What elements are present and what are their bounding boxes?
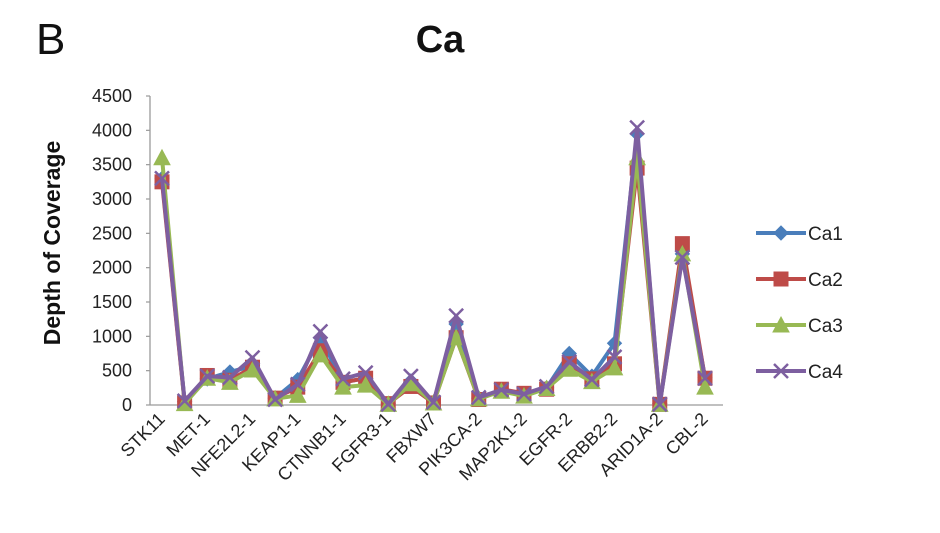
data-point [516, 386, 532, 402]
y-tick-label: 2000 [92, 258, 132, 278]
data-point [448, 307, 465, 324]
legend-item: Ca1 [756, 224, 843, 245]
data-point [561, 353, 578, 370]
data-point [773, 225, 789, 241]
data-point [335, 371, 351, 387]
data-point [357, 364, 374, 381]
data-point [772, 315, 790, 333]
data-point [311, 345, 330, 363]
panel-label: B [36, 15, 65, 64]
data-point [606, 349, 623, 365]
data-point [493, 382, 510, 398]
data-point [288, 386, 307, 403]
y-tick-label: 4000 [92, 120, 132, 140]
y-tick-label: 1500 [92, 292, 132, 312]
data-point [176, 392, 193, 409]
series-line [160, 125, 707, 407]
data-point [199, 368, 216, 385]
data-point [402, 368, 419, 385]
legend-label: Ca3 [808, 316, 843, 337]
data-point [243, 360, 262, 378]
data-point [267, 391, 284, 408]
data-point [583, 371, 600, 388]
data-point [221, 369, 238, 386]
y-tick-label: 0 [122, 395, 132, 415]
y-tick-labels: 0 500 1000 1500 2000 2500 3000 3500 4000 4500 [92, 86, 150, 415]
legend: Ca1 Ca2 Ca3 Ca4 [756, 224, 843, 383]
x-tick-labels: STK11MET-1NFE2L2-1KEAP1-1CTNNB1-1FGFR3-1… [117, 409, 712, 485]
data-point [629, 119, 646, 136]
data-point [605, 358, 624, 376]
data-point [312, 323, 329, 340]
legend-item: Ca2 [756, 270, 843, 291]
x-tick-label: CBL-2 [662, 409, 712, 459]
data-point [356, 376, 375, 393]
legend-item: Ca3 [756, 315, 843, 337]
legend-label: Ca2 [808, 270, 843, 291]
data-point [773, 363, 789, 379]
data-point [773, 271, 789, 287]
y-tick-label: 4500 [92, 86, 132, 106]
series-ca4 [154, 119, 713, 413]
y-tick-label: 3500 [92, 155, 132, 175]
data-point [674, 249, 691, 266]
y-tick-label: 500 [102, 361, 132, 381]
legend-label: Ca4 [808, 362, 843, 383]
y-tick-label: 3000 [92, 189, 132, 209]
chart-title: Ca [416, 19, 465, 61]
data-point [244, 349, 261, 366]
data-point [154, 170, 170, 187]
y-tick-label: 2500 [92, 223, 132, 243]
y-axis-title: Depth of Coverage [39, 141, 65, 345]
data-point [470, 389, 487, 406]
legend-item: Ca4 [756, 362, 843, 383]
data-point [651, 396, 668, 413]
y-tick-label: 1000 [92, 326, 132, 346]
data-point [380, 396, 397, 413]
data-point [334, 378, 352, 395]
data-point [425, 394, 442, 411]
data-point [538, 378, 555, 395]
data-point [289, 376, 306, 393]
legend-label: Ca1 [808, 224, 843, 245]
data-point [697, 370, 713, 387]
data-point [153, 148, 171, 166]
data-point [696, 378, 714, 395]
series-layer [153, 119, 714, 413]
x-tick-label: STK11 [117, 409, 169, 461]
